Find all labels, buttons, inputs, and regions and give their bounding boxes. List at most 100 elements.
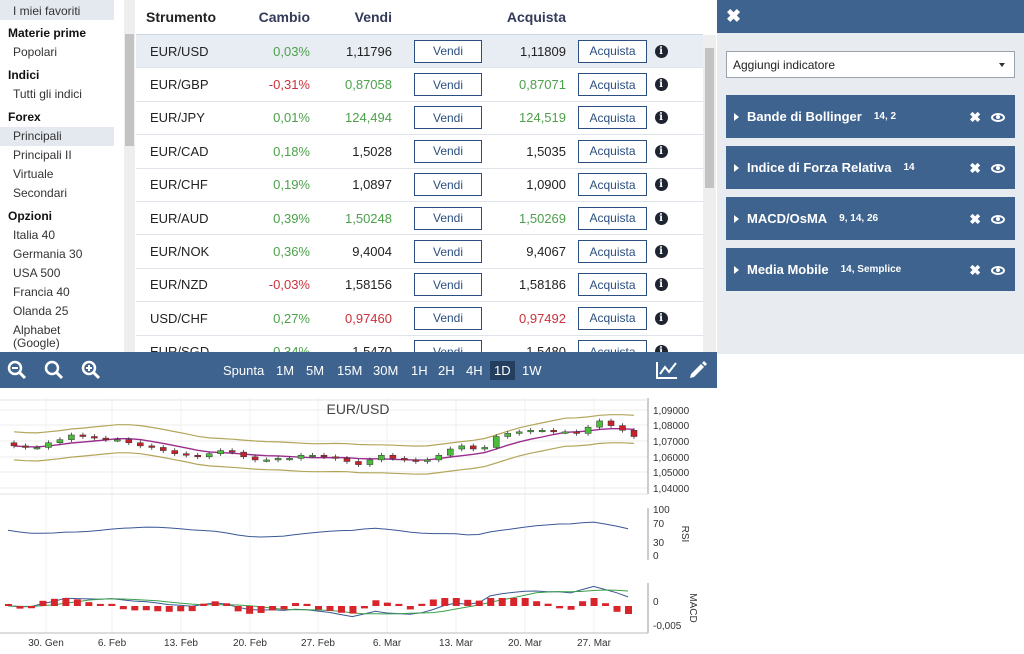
timeframe-spunta[interactable]: Spunta [223, 363, 265, 378]
nav-item[interactable]: Principali [0, 127, 114, 146]
zoom-reset-icon[interactable] [44, 360, 64, 380]
buy-button[interactable]: Acquista [578, 73, 647, 97]
table-row[interactable]: EUR/JPY 0,01% 124,494 Vendi 124,519 Acquista i [136, 102, 703, 136]
table-row[interactable]: EUR/CHF 0,19% 1,0897 Vendi 1,0900 Acquista i [136, 169, 703, 202]
indicator-item[interactable]: Bande di Bollinger 14, 2 ✖ [726, 95, 1015, 138]
info-icon[interactable]: i [654, 278, 668, 292]
buy-button[interactable]: Acquista [578, 273, 647, 297]
table-row[interactable]: EUR/USD 0,03% 1,11796 Vendi 1,11809 Acquista i [136, 35, 703, 69]
sell-button[interactable]: Vendi [414, 173, 482, 197]
macd-histogram-bar [349, 606, 357, 614]
timeframe-1d[interactable]: 1D [490, 361, 515, 380]
buy-button[interactable]: Acquista [578, 139, 647, 163]
zoom-out-icon[interactable] [7, 360, 27, 380]
row-sell-price: 1,0897 [352, 177, 392, 193]
buy-button[interactable]: Acquista [578, 340, 647, 352]
nav-item[interactable]: USA 500 [13, 266, 61, 280]
table-row[interactable]: EUR/CAD 0,18% 1,5028 Vendi 1,5035 Acquista i [136, 135, 703, 169]
candle [378, 454, 385, 461]
indicator-item[interactable]: Indice di Forza Relativa 14 ✖ [726, 146, 1015, 189]
timeframe-2h[interactable]: 2H [438, 363, 455, 378]
timeframe-4h[interactable]: 4H [466, 363, 483, 378]
sell-button[interactable]: Vendi [414, 206, 482, 230]
nav-item[interactable]: Olanda 25 [13, 304, 69, 318]
nav-item[interactable]: Italia 40 [13, 228, 56, 242]
buy-button[interactable]: Acquista [578, 39, 647, 63]
nav-item[interactable]: Principali II [13, 148, 72, 162]
timeframe-1m[interactable]: 1M [276, 363, 295, 378]
nav-item-favorites[interactable]: I miei favoriti [0, 0, 114, 20]
eye-icon[interactable] [991, 266, 1005, 275]
nav-item[interactable]: Francia 40 [13, 285, 70, 299]
sell-button[interactable]: Vendi [414, 340, 482, 352]
buy-button[interactable]: Acquista [578, 306, 647, 330]
table-scrollbar[interactable] [703, 35, 716, 352]
timeframe-1w[interactable]: 1W [522, 363, 542, 378]
info-icon[interactable]: i [654, 144, 668, 158]
buy-button[interactable]: Acquista [578, 206, 647, 230]
info-icon[interactable]: i [654, 178, 668, 192]
eye-icon[interactable] [991, 113, 1005, 122]
info-icon[interactable]: i [654, 78, 668, 92]
sell-button[interactable]: Vendi [414, 306, 482, 330]
caret-right-icon[interactable] [734, 163, 739, 172]
timeframe-15m[interactable]: 15M [337, 363, 363, 378]
nav-item[interactable]: Germania 30 [13, 247, 83, 261]
macd-histogram-bar [372, 600, 380, 606]
info-icon[interactable]: i [654, 111, 668, 125]
pencil-draw-icon[interactable] [688, 360, 708, 380]
add-indicator-select[interactable]: Aggiungi indicatore [726, 51, 1015, 78]
buy-button[interactable]: Acquista [578, 173, 647, 197]
row-sell-price: 9,4004 [352, 244, 392, 260]
sell-button[interactable]: Vendi [414, 73, 482, 97]
nav-item[interactable]: Secondari [13, 186, 68, 200]
remove-icon[interactable]: ✖ [969, 262, 981, 278]
table-scroll-thumb[interactable] [705, 48, 714, 188]
info-icon[interactable]: i [654, 44, 668, 58]
info-icon[interactable]: i [654, 345, 668, 352]
chart-type-icon[interactable] [655, 360, 679, 380]
price-tick-label: 1,08000 [653, 421, 690, 432]
remove-icon[interactable]: ✖ [969, 160, 981, 176]
info-icon[interactable]: i [654, 245, 668, 259]
caret-right-icon[interactable] [734, 265, 739, 274]
nav-item[interactable]: Alphabet (Google) [13, 323, 61, 350]
row-sell-price: 1,5470 [352, 344, 392, 352]
table-row[interactable]: USD/CHF 0,27% 0,97460 Vendi 0,97492 Acquista i [136, 302, 703, 336]
macd-histogram-bar [223, 603, 231, 606]
info-icon[interactable]: i [654, 311, 668, 325]
remove-icon[interactable]: ✖ [969, 109, 981, 125]
sell-button[interactable]: Vendi [414, 240, 482, 264]
table-row[interactable]: EUR/SGD 0,34% 1,5470 Vendi 1,5480 Acquista i [136, 336, 703, 352]
sell-button[interactable]: Vendi [414, 273, 482, 297]
zoom-in-icon[interactable] [81, 360, 101, 380]
nav-item[interactable]: Virtuale [13, 167, 54, 181]
remove-icon[interactable]: ✖ [969, 211, 981, 227]
price-chart[interactable]: EUR/USD 1,09000 1,08000 1,07000 1,06000 1,050… [0, 388, 717, 654]
close-icon[interactable]: ✖ [726, 6, 742, 26]
nav-scrollbar[interactable] [124, 0, 135, 352]
nav-item[interactable]: Tutti gli indici [13, 87, 82, 101]
indicator-item[interactable]: MACD/OsMA 9, 14, 26 ✖ [726, 197, 1015, 240]
caret-right-icon[interactable] [734, 214, 739, 223]
info-icon[interactable]: i [654, 211, 668, 225]
eye-icon[interactable] [991, 215, 1005, 224]
timeframe-1h[interactable]: 1H [411, 363, 428, 378]
caret-right-icon[interactable] [734, 112, 739, 121]
sell-button[interactable]: Vendi [414, 39, 482, 63]
sell-button[interactable]: Vendi [414, 139, 482, 163]
sell-button[interactable]: Vendi [414, 106, 482, 130]
indicator-item[interactable]: Media Mobile 14, Semplice ✖ [726, 248, 1015, 291]
buy-button[interactable]: Acquista [578, 106, 647, 130]
timeframe-30m[interactable]: 30M [373, 363, 399, 378]
table-row[interactable]: EUR/NOK 0,36% 9,4004 Vendi 9,4067 Acquista i [136, 235, 703, 269]
eye-icon[interactable] [991, 164, 1005, 173]
nav-item[interactable]: Popolari [13, 45, 58, 59]
buy-button[interactable]: Acquista [578, 240, 647, 264]
nav-scroll-thumb[interactable] [125, 34, 134, 146]
table-row[interactable]: EUR/NZD -0,03% 1,58156 Vendi 1,58186 Acquista… [136, 269, 703, 303]
table-row[interactable]: EUR/GBP -0,31% 0,87058 Vendi 0,87071 Acquista… [136, 68, 703, 102]
macd-histogram-bar [62, 598, 70, 606]
table-row[interactable]: EUR/AUD 0,39% 1,50248 Vendi 1,50269 Acquista i [136, 202, 703, 236]
timeframe-5m[interactable]: 5M [306, 363, 325, 378]
